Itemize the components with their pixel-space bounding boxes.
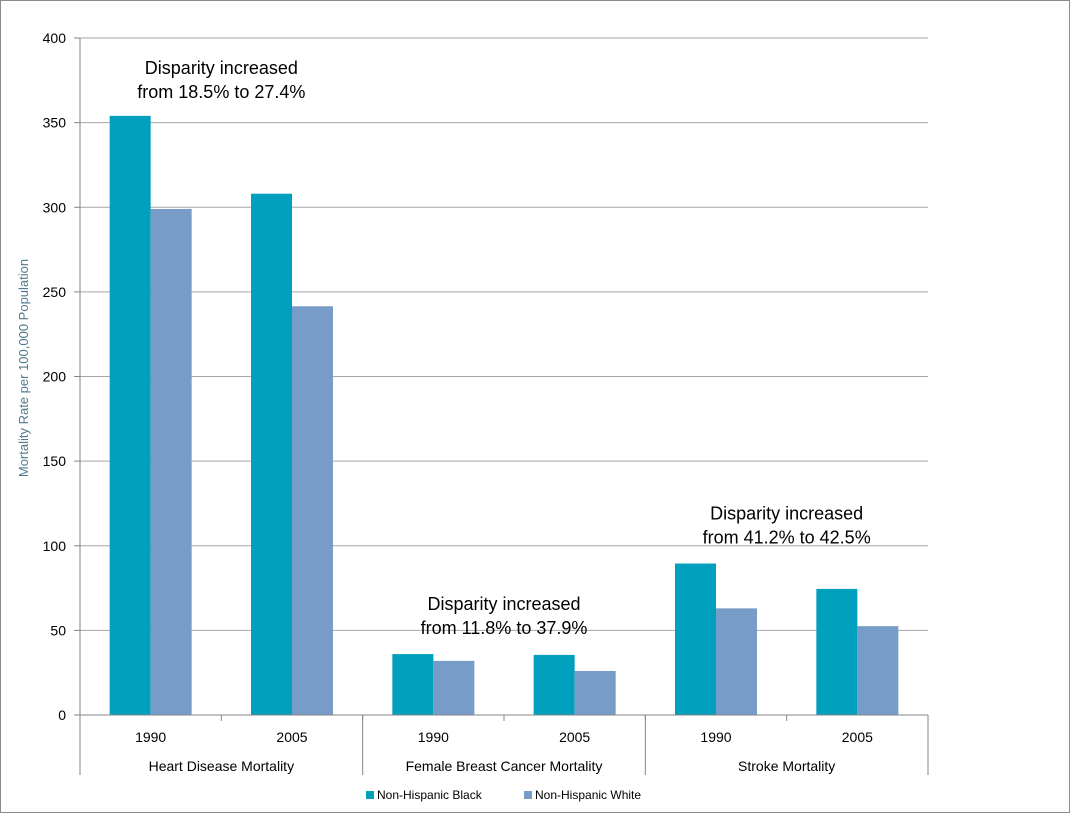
annotation-line2: from 11.8% to 37.9% [421,618,588,638]
group-label: Female Breast Cancer Mortality [406,758,603,774]
annotation-line1: Disparity increased [427,594,580,614]
legend-swatch [524,791,532,799]
bars [109,115,899,716]
legend-label: Non-Hispanic Black [377,788,483,802]
annotation-line2: from 41.2% to 42.5% [703,528,871,548]
y-tick-label: 100 [43,538,67,554]
y-tick-label: 400 [43,30,67,46]
legend-swatch [366,791,374,799]
bar-non-hispanic-white [292,306,333,715]
x-tick-label: 2005 [842,729,873,745]
bar-non-hispanic-black [533,654,575,715]
y-tick-label: 200 [43,369,67,385]
bar-non-hispanic-white [574,670,616,715]
y-tick-label: 50 [50,622,66,638]
bar-non-hispanic-black [816,588,858,715]
axes: 0 50 100 150 200 250 300 350 400 1990 2005 1990 2005… [43,30,929,775]
bar-non-hispanic-white [857,626,899,715]
x-tick-label: 1990 [418,729,449,745]
x-tick-label: 2005 [559,729,590,745]
bar-non-hispanic-white [716,608,757,715]
y-axis-label: Mortality Rate per 100,000 Population [16,259,31,477]
bar-non-hispanic-black [109,115,151,716]
bar-non-hispanic-white [433,660,475,715]
group-label: Heart Disease Mortality [149,758,295,774]
bar-non-hispanic-black [251,193,292,715]
bar-non-hispanic-white [150,208,192,715]
x-tick-label: 1990 [700,729,731,745]
gridlines [80,37,928,631]
bar-non-hispanic-black [392,654,434,715]
group-label: Stroke Mortality [738,758,835,774]
bar-non-hispanic-black [675,563,716,715]
legend: Non-Hispanic Black Non-Hispanic White [366,788,641,802]
y-tick-label: 350 [43,115,67,131]
annotation-line2: from 18.5% to 27.4% [137,82,305,102]
y-tick-label: 150 [43,453,67,469]
y-tick-label: 300 [43,199,67,215]
annotation-line1: Disparity increased [145,58,298,78]
y-tick-label: 0 [58,707,66,723]
y-tick-label: 250 [43,284,67,300]
annotations: Disparity increased from 18.5% to 27.4% Di… [137,58,870,638]
annotation-line1: Disparity increased [710,504,863,524]
x-tick-label: 2005 [276,729,307,745]
x-tick-label: 1990 [135,729,166,745]
legend-label: Non-Hispanic White [535,788,641,802]
